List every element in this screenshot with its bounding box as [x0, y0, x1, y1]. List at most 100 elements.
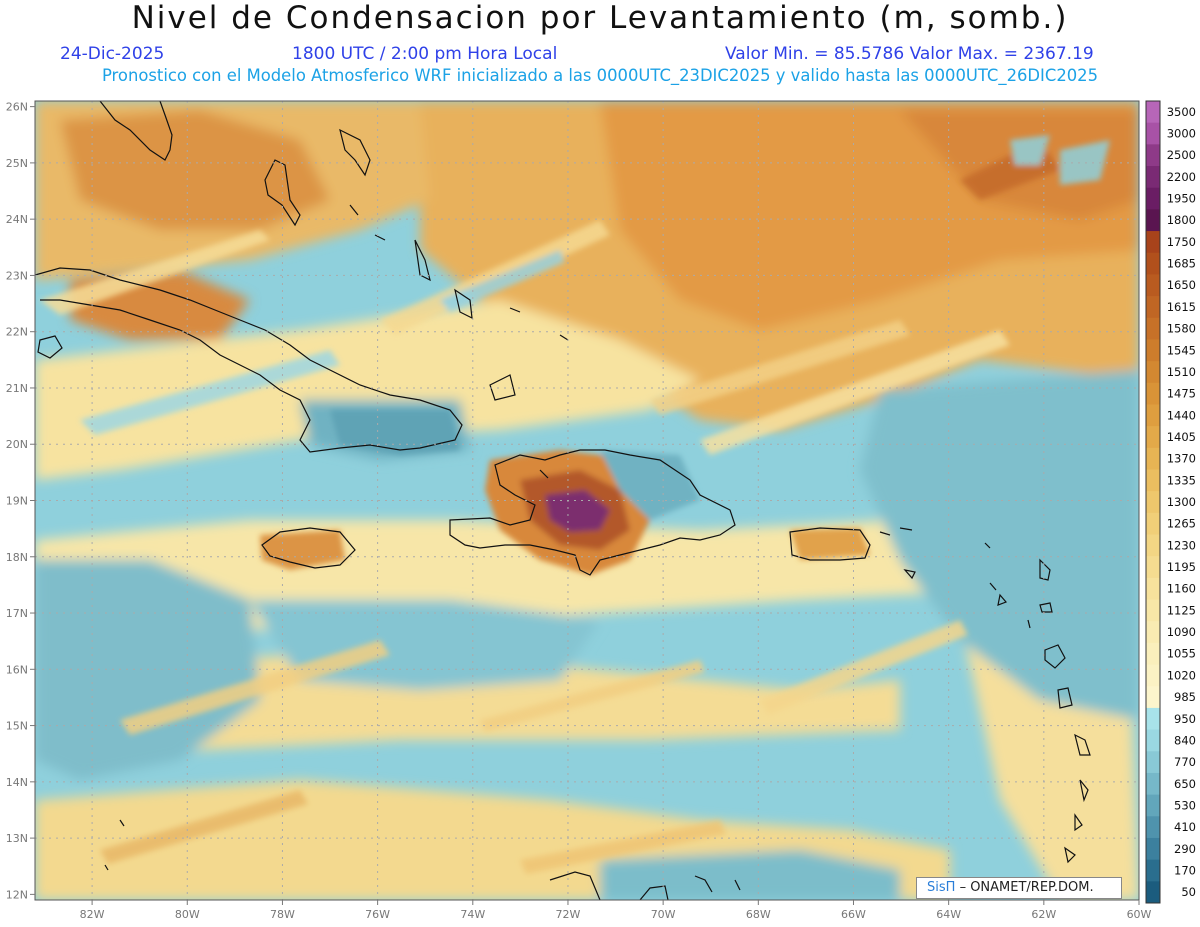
lon-label: 60W — [1127, 908, 1152, 921]
lon-label: 82W — [80, 908, 105, 921]
colorbar-swatch — [1146, 166, 1160, 189]
colorbar-swatch — [1146, 339, 1160, 362]
colorbar-swatch — [1146, 621, 1160, 644]
colorbar-swatch — [1146, 274, 1160, 297]
colorbar-swatch — [1146, 469, 1160, 492]
time-label: 1800 UTC / 2:00 pm Hora Local — [292, 44, 558, 64]
lat-label: 26N — [6, 101, 28, 114]
colorbar-swatch — [1146, 426, 1160, 449]
lon-label: 66W — [841, 908, 866, 921]
colorbar-label: 1405 — [1167, 430, 1196, 444]
lon-label: 78W — [270, 908, 295, 921]
colorbar-swatch — [1146, 491, 1160, 514]
lat-label: 23N — [6, 269, 28, 282]
date-label: 24-Dic-2025 — [60, 44, 165, 64]
colorbar-label: 770 — [1174, 755, 1196, 769]
colorbar-label: 1300 — [1167, 495, 1196, 509]
credit-badge: SisΠ – ONAMET/REP.DOM. — [916, 877, 1122, 899]
lat-label: 14N — [6, 776, 28, 789]
colorbar-label: 950 — [1174, 712, 1196, 726]
lon-label: 68W — [746, 908, 771, 921]
lat-label: 18N — [6, 551, 28, 564]
colorbar-label: 1615 — [1167, 300, 1196, 314]
colorbar-label: 1020 — [1167, 668, 1196, 682]
colorbar-label: 1335 — [1167, 473, 1196, 487]
colorbar-swatch — [1146, 794, 1160, 817]
colorbar-swatch — [1146, 599, 1160, 622]
colorbar-label: 2200 — [1167, 170, 1196, 184]
colorbar-swatch — [1146, 881, 1160, 904]
colorbar-label: 1055 — [1167, 647, 1196, 661]
colorbar-swatch — [1146, 751, 1160, 774]
colorbar-label: 410 — [1174, 820, 1196, 834]
colorbar-swatch — [1146, 382, 1160, 405]
lon-label: 62W — [1031, 908, 1056, 921]
colorbar-swatch — [1146, 144, 1160, 167]
lat-label: 20N — [6, 438, 28, 451]
colorbar-label: 1750 — [1167, 235, 1196, 249]
colorbar-swatch — [1146, 707, 1160, 731]
colorbar-label: 985 — [1174, 690, 1196, 704]
lon-label: 72W — [556, 908, 581, 921]
colorbar-swatch — [1146, 729, 1160, 752]
colorbar-label: 3500 — [1167, 105, 1196, 119]
colorbar-label: 1265 — [1167, 517, 1196, 531]
colorbar-label: 530 — [1174, 798, 1196, 812]
lat-label: 21N — [6, 382, 28, 395]
colorbar-swatch — [1146, 361, 1160, 384]
lat-label: 16N — [6, 663, 28, 676]
lon-label: 80W — [175, 908, 200, 921]
colorbar-label: 1580 — [1167, 322, 1196, 336]
colorbar-swatch — [1146, 837, 1160, 861]
colorbar-swatch — [1146, 447, 1160, 470]
lon-label: 74W — [460, 908, 485, 921]
lon-label: 76W — [365, 908, 390, 921]
colorbar: 3500 3000 2500 2200 1950 1800 1750 1685 1650 1615… — [1145, 100, 1196, 904]
lat-label: 17N — [6, 607, 28, 620]
colorbar-swatch — [1146, 772, 1160, 796]
colorbar-swatch — [1146, 512, 1160, 536]
colorbar-swatch — [1146, 101, 1160, 124]
map-grid — [35, 101, 1139, 900]
coastlines — [35, 101, 1091, 900]
colorbar-swatch — [1146, 231, 1160, 254]
lat-label: 12N — [6, 888, 28, 901]
lon-label: 70W — [651, 908, 676, 921]
colorbar-swatch — [1146, 404, 1160, 427]
colorbar-swatch — [1146, 642, 1160, 666]
colorbar-label: 650 — [1174, 777, 1196, 791]
colorbar-swatch — [1146, 664, 1160, 687]
colorbar-label: 1195 — [1167, 560, 1196, 574]
colorbar-label: 1685 — [1167, 257, 1196, 271]
lon-label: 64W — [936, 908, 961, 921]
colorbar-label: 1230 — [1167, 538, 1196, 552]
colorbar-label: 1475 — [1167, 387, 1196, 401]
colorbar-swatch — [1146, 187, 1160, 210]
colorbar-swatch — [1146, 816, 1160, 839]
longitude-labels: 82W 80W 78W 76W 74W 72W 70W 68W 66W 64W 62W 60W — [80, 900, 1152, 921]
colorbar-label: 1545 — [1167, 343, 1196, 357]
colorbar-swatch — [1146, 317, 1160, 340]
colorbar-label: 1950 — [1167, 192, 1196, 206]
colorbar-swatch — [1146, 296, 1160, 319]
colorbar-label: 170 — [1174, 863, 1196, 877]
lat-label: 25N — [6, 157, 28, 170]
colorbar-label: 840 — [1174, 733, 1196, 747]
map-title: Nivel de Condensacion por Levantamiento … — [131, 0, 1069, 36]
colorbar-label: 1510 — [1167, 365, 1196, 379]
colorbar-label: 1125 — [1167, 603, 1196, 617]
colorbar-label: 290 — [1174, 842, 1196, 856]
credit-brand: SisΠ — [927, 880, 956, 895]
colorbar-label: 3000 — [1167, 127, 1196, 141]
colorbar-swatch — [1146, 577, 1160, 601]
colorbar-label: 1650 — [1167, 278, 1196, 292]
colorbar-swatch — [1146, 122, 1160, 145]
colorbar-label: 2500 — [1167, 148, 1196, 162]
colorbar-frame — [1145, 100, 1161, 904]
model-info-label: Pronostico con el Modelo Atmosferico WRF… — [101, 66, 1099, 85]
colorbar-label: 1440 — [1167, 408, 1196, 422]
colorbar-swatch — [1146, 534, 1160, 557]
lat-label: 19N — [6, 495, 28, 508]
lat-label: 22N — [6, 326, 28, 339]
